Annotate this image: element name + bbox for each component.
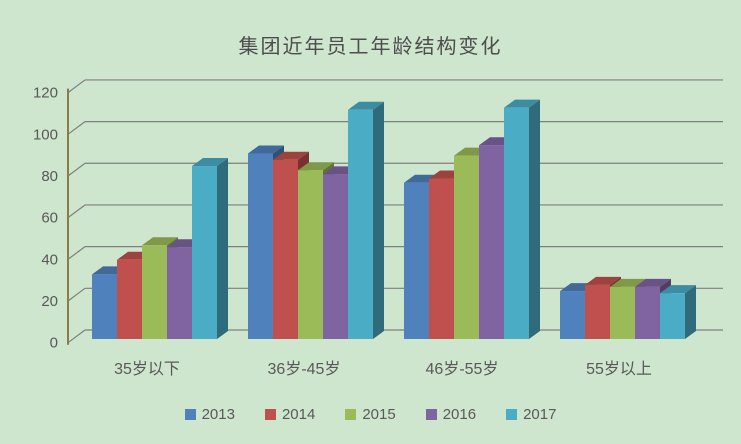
bar-2015-cat2[interactable] xyxy=(298,170,323,339)
bar-2013-cat4[interactable] xyxy=(560,291,585,339)
x-axis-category-label: 36岁-45岁 xyxy=(268,360,341,378)
bar-2017-cat1[interactable] xyxy=(192,166,217,339)
gridline-connector xyxy=(67,329,86,344)
gridline-connector xyxy=(67,162,86,177)
y-axis-tick-label: 120 xyxy=(33,85,58,102)
legend-item-2015[interactable]: 2015 xyxy=(345,406,396,423)
y-axis-tick-label: 0 xyxy=(50,335,58,352)
bar-2014-cat3[interactable] xyxy=(429,178,454,339)
bar-2017-cat2-top xyxy=(348,101,384,110)
bar-2017-cat1-top xyxy=(192,158,228,167)
bar-2013-cat2[interactable] xyxy=(248,153,273,339)
bar-2013-cat3[interactable] xyxy=(404,182,429,339)
bar-2015-cat3[interactable] xyxy=(454,155,479,339)
bar-2017-cat1-side xyxy=(217,158,228,339)
bar-2016-cat3[interactable] xyxy=(479,145,504,339)
bar-2014-cat2[interactable] xyxy=(273,159,298,339)
y-axis-tick-label: 20 xyxy=(41,293,58,310)
legend-label: 2014 xyxy=(281,406,316,423)
gridline-connector xyxy=(67,287,86,302)
y-axis-tick-label: 40 xyxy=(41,251,58,268)
bar-2016-cat2[interactable] xyxy=(323,174,348,339)
bar-2014-cat1[interactable] xyxy=(117,259,142,339)
bar-2017-cat4[interactable] xyxy=(660,293,685,339)
legend-label: 2017 xyxy=(523,406,557,423)
bar-2014-cat4[interactable] xyxy=(585,284,610,339)
bar-2016-cat4-top xyxy=(635,278,671,287)
legend-swatch-icon xyxy=(425,409,437,420)
bar-2013-cat1[interactable] xyxy=(92,274,117,339)
bar-2017-cat3[interactable] xyxy=(504,107,529,340)
bar-2017-cat3-side xyxy=(529,99,540,340)
bar-2015-cat1-top xyxy=(142,237,178,246)
x-axis-category-label: 35岁以下 xyxy=(114,360,180,378)
gridline-connector xyxy=(67,79,86,94)
chart-legend: 2013 2014 2015 2016 2017 xyxy=(0,406,741,423)
bar-2017-cat3-top xyxy=(504,99,540,108)
bar-2015-cat2-top xyxy=(298,162,334,171)
bar-2014-cat2-top xyxy=(273,151,309,160)
y-axis-tick-label: 60 xyxy=(41,210,58,227)
bar-2015-cat4-top xyxy=(610,278,646,287)
bar-2017-cat2-side xyxy=(373,101,384,339)
legend-item-2014[interactable]: 2014 xyxy=(264,406,316,423)
legend-swatch-icon xyxy=(506,409,518,420)
bar-2014-cat4-top xyxy=(585,276,621,285)
bar-2013-cat2-top xyxy=(248,145,284,154)
bar-2017-cat4-side xyxy=(685,285,696,339)
bar-2017-cat4-top xyxy=(660,285,696,294)
legend-item-2013[interactable]: 2013 xyxy=(184,406,235,423)
bar-2015-cat1[interactable] xyxy=(142,245,167,339)
legend-item-2017[interactable]: 2017 xyxy=(506,406,556,423)
legend-swatch-icon xyxy=(345,409,357,420)
legend-swatch-icon xyxy=(264,409,276,420)
chart-title: 集团近年员工年龄结构变化 xyxy=(238,34,503,58)
bar-2017-cat2[interactable] xyxy=(348,109,373,339)
legend-item-2016[interactable]: 2016 xyxy=(425,406,477,423)
x-axis-category-label: 46岁-55岁 xyxy=(426,360,499,378)
y-axis-tick-label: 100 xyxy=(33,126,58,143)
x-axis-category-label: 55岁以上 xyxy=(586,360,652,378)
legend-label: 2013 xyxy=(201,406,235,423)
bar-2015-cat4[interactable] xyxy=(610,286,635,339)
bar-2016-cat4[interactable] xyxy=(635,286,660,339)
legend-swatch-icon xyxy=(184,409,196,420)
gridline-connector xyxy=(67,204,86,219)
bar-2016-cat1[interactable] xyxy=(167,247,192,339)
legend-label: 2016 xyxy=(442,406,477,423)
gridline-connector xyxy=(67,246,86,260)
gridline-connector xyxy=(67,121,86,135)
y-axis-tick-label: 80 xyxy=(41,168,58,185)
legend-label: 2015 xyxy=(362,406,396,423)
